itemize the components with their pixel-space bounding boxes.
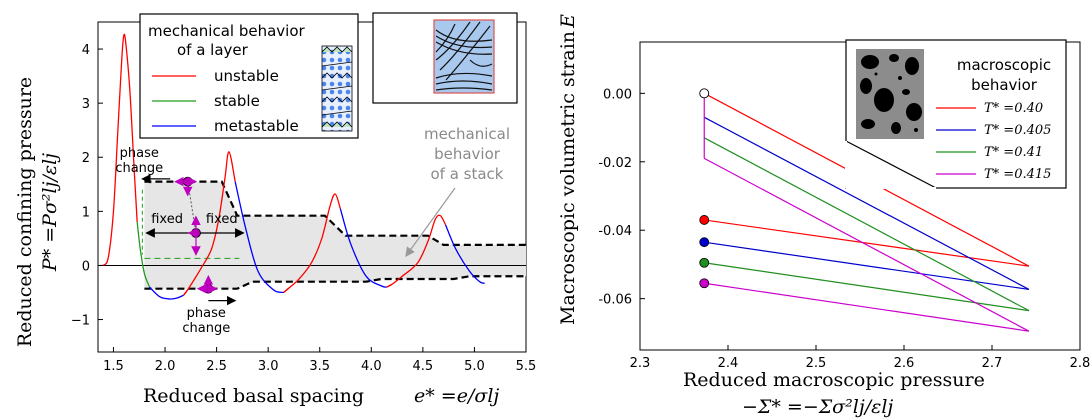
series-metastable-branch-0	[149, 286, 184, 300]
stack-pointer-arrow	[405, 187, 456, 257]
right-y-label: Macroscopic volumetric strain	[557, 31, 579, 325]
strain-marker-3	[699, 278, 710, 289]
right-legend-label-2: T* =0.41	[984, 145, 1043, 160]
strain-marker-1	[699, 237, 710, 248]
right-legend-label-1: T* =0.405	[984, 123, 1051, 138]
strain-lower-line-2	[704, 262, 1030, 312]
right-y-tick-label: -0.06	[598, 293, 632, 308]
legend-label-unstable: unstable	[214, 67, 279, 85]
series-unstable-branch-1	[183, 151, 236, 296]
left-x-label-math: e* =e/σlj	[414, 385, 499, 407]
macroscopic-microstructure-image	[856, 49, 924, 139]
right-legend-title-line1: macroscopic	[957, 56, 1051, 74]
unstable-connector-2	[386, 283, 393, 288]
right-legend-title-line2: behavior	[971, 76, 1038, 94]
left-y-tick-label: 0	[82, 259, 90, 274]
stack-microstructure-lines	[435, 21, 493, 91]
right-axis-ticks: 2.3 2.4 2.5 2.6 2.7 2.8 0.00 -0.02 -0.04 -0.06	[598, 87, 1090, 371]
left-x-label: Reduced basal spacing	[143, 385, 364, 407]
phase-change-top-line1: phase	[120, 146, 159, 161]
legend-title-line2: of a layer	[177, 41, 249, 59]
strain-lower-line-1	[704, 241, 1030, 291]
strain-marker-0	[699, 215, 710, 225]
left-y-tick-label: 2	[82, 151, 90, 166]
right-x-tick-label: 2.5	[806, 356, 827, 371]
left-y-tick-label: 4	[82, 43, 90, 58]
series-unstable-branch-0	[102, 33, 138, 266]
phase-change-bottom-line2: change	[182, 321, 230, 336]
right-legend: macroscopic behavior T* =0.40 T* =0.405 …	[845, 39, 1067, 189]
layer-schematic-illustration	[321, 45, 353, 132]
right-y-tick-label: -0.02	[598, 156, 632, 171]
left-x-tick-label: 3.0	[258, 359, 279, 374]
left-x-tick-label: 1.5	[103, 359, 124, 374]
stack-label-line2: behavior	[434, 145, 501, 163]
right-y-label-var: E	[557, 14, 579, 29]
stack-envelope-region	[141, 180, 526, 290]
fixed-right-label: fixed	[206, 212, 238, 227]
left-x-tick-label: 4.0	[361, 359, 382, 374]
series-stable-branch-0	[136, 222, 151, 288]
series-metastable-branch-2	[339, 208, 387, 288]
left-x-tick-label: 5.0	[464, 359, 485, 374]
strain-lower-line-3	[704, 282, 1030, 332]
series-metastable-branch-1	[234, 181, 284, 294]
legend-label-stable: stable	[214, 92, 260, 110]
left-x-tick-label: 4.5	[413, 359, 434, 374]
strain-lines	[699, 88, 1030, 332]
right-chart: 2.3 2.4 2.5 2.6 2.7 2.8 0.00 -0.02 -0.04 -0.06 Re…	[557, 14, 1090, 418]
legend-label-metastable: metastable	[214, 117, 299, 135]
series-unstable-branch-3	[386, 214, 447, 288]
series-unstable-branch-2	[283, 193, 341, 293]
right-x-tick-label: 2.8	[1070, 356, 1091, 371]
strain-upper-line-3	[703, 157, 1030, 332]
legend-title-line1: mechanical behavior	[148, 22, 306, 40]
phase-change-top-line2: change	[115, 161, 163, 176]
left-y-tick-label: 1	[82, 205, 90, 220]
right-y-tick-label: -0.04	[598, 224, 632, 239]
right-x-tick-label: 2.6	[894, 356, 915, 371]
left-y-tick-label: 3	[82, 97, 90, 112]
stack-label-line1: mechanical	[424, 125, 510, 143]
right-x-label-math: −Σ* =−Σσ²lj/εlj	[742, 396, 893, 418]
strain-upper-line-1	[703, 116, 1030, 290]
stack-envelope-upper	[144, 180, 526, 246]
left-axis-ticks: 1.5 2.0 2.5 3.0 3.5 4.0 4.5 5.0 5.5 −1 0 1 2 3 4	[71, 43, 537, 374]
right-x-tick-label: 2.7	[982, 356, 1003, 371]
stack-envelope-fill	[144, 181, 526, 289]
left-x-tick-label: 5.5	[516, 359, 537, 374]
left-y-label-line2: P* =Pσ²lj/εlj	[39, 153, 61, 272]
right-legend-label-0: T* =0.40	[984, 101, 1043, 116]
right-legend-label-3: T* =0.415	[984, 167, 1051, 182]
unstable-connector-0	[183, 289, 189, 296]
stack-inset: mechanical behavior of a stack	[372, 12, 518, 257]
stack-envelope-lower	[144, 275, 526, 290]
strain-marker-2	[699, 257, 710, 268]
stack-label-line3: of a stack	[430, 165, 503, 183]
left-y-label-line1: Reduced confining pressure	[14, 77, 36, 347]
right-x-label: Reduced macroscopic pressure	[683, 369, 985, 391]
left-x-tick-label: 2.5	[206, 359, 227, 374]
right-x-tick-label: 2.3	[630, 356, 651, 371]
strain-lower-line-0	[704, 219, 1030, 267]
left-x-tick-label: 2.0	[155, 359, 176, 374]
strain-upper-line-2	[703, 137, 1030, 312]
series-metastable-branch-3	[444, 224, 485, 284]
phase-change-bottom-line1: phase	[187, 306, 226, 321]
open-state-marker	[699, 88, 710, 99]
left-x-tick-label: 3.5	[309, 359, 330, 374]
left-y-tick-label: −1	[71, 314, 90, 329]
right-y-tick-label: 0.00	[603, 87, 632, 102]
fixed-left-label: fixed	[151, 212, 183, 227]
right-x-tick-label: 2.4	[718, 356, 739, 371]
layer-curves	[102, 33, 485, 300]
unstable-connector-1	[283, 287, 290, 293]
left-chart: 1.5 2.0 2.5 3.0 3.5 4.0 4.5 5.0 5.5 −1 0 1 2 3 4 phase…	[14, 12, 537, 407]
left-legend: mechanical behavior of a layer unstable …	[139, 13, 359, 139]
